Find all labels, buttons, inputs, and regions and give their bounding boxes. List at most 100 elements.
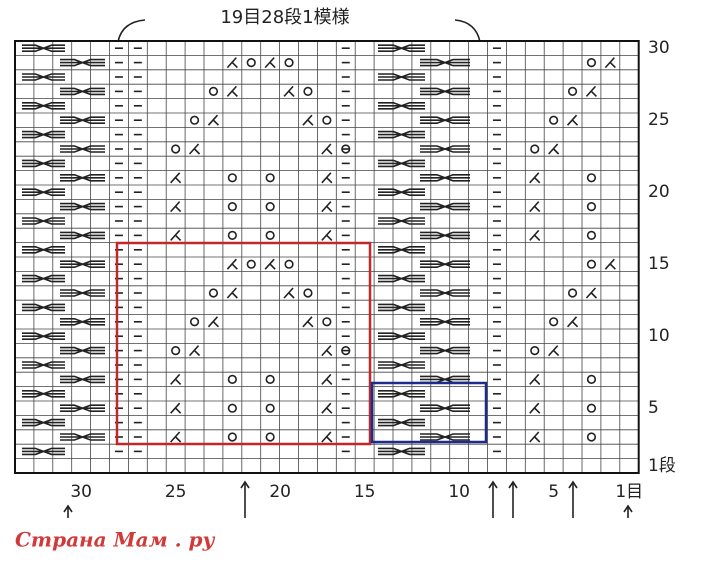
brace bbox=[454, 19, 481, 43]
cable bbox=[22, 44, 65, 52]
decrease bbox=[321, 229, 333, 241]
yarn-over bbox=[189, 115, 200, 125]
yarn-over bbox=[341, 346, 351, 356]
cable bbox=[378, 44, 425, 52]
cable bbox=[60, 346, 105, 355]
yarn-over bbox=[322, 115, 332, 125]
column-label: 15 bbox=[354, 482, 376, 502]
watermark: Страна Мам . ру bbox=[15, 528, 216, 552]
decrease bbox=[207, 316, 220, 328]
cable bbox=[60, 87, 105, 96]
yarn-over bbox=[341, 144, 351, 154]
cable bbox=[420, 174, 470, 182]
decrease bbox=[170, 201, 182, 213]
cable bbox=[378, 102, 425, 110]
row-label: 5 bbox=[648, 398, 659, 418]
yarn-over bbox=[530, 144, 540, 154]
decrease bbox=[170, 229, 182, 241]
cable bbox=[60, 231, 105, 240]
cable bbox=[22, 332, 65, 340]
row-label: 1段 bbox=[648, 456, 676, 476]
cable bbox=[420, 375, 470, 384]
arrow-head bbox=[568, 480, 578, 489]
yarn-over bbox=[530, 346, 540, 356]
decrease bbox=[321, 431, 333, 443]
decrease bbox=[226, 258, 238, 270]
decrease bbox=[548, 143, 560, 155]
yarn-over bbox=[586, 230, 597, 240]
row-label: 30 bbox=[648, 38, 670, 58]
decrease bbox=[283, 287, 295, 299]
yarn-over bbox=[246, 57, 256, 68]
cable bbox=[22, 188, 65, 196]
decrease bbox=[170, 431, 182, 443]
cable bbox=[420, 346, 470, 355]
cable bbox=[420, 202, 470, 211]
yarn-over bbox=[227, 173, 237, 183]
yarn-over bbox=[171, 346, 181, 356]
cable bbox=[22, 73, 65, 81]
cable bbox=[22, 159, 65, 168]
decrease bbox=[566, 316, 579, 328]
yarn-over bbox=[227, 432, 237, 442]
yarn-over bbox=[227, 202, 237, 212]
decrease bbox=[321, 172, 333, 184]
cable bbox=[22, 418, 65, 427]
cable bbox=[420, 404, 470, 412]
symbols bbox=[22, 44, 616, 456]
decrease bbox=[321, 402, 333, 414]
row-label: 10 bbox=[648, 326, 670, 346]
decrease bbox=[529, 229, 541, 241]
decrease bbox=[321, 143, 333, 155]
cable bbox=[60, 260, 105, 268]
yarn-over bbox=[171, 144, 181, 154]
cable bbox=[420, 231, 470, 240]
cable bbox=[420, 318, 470, 326]
arrow-head bbox=[240, 480, 250, 489]
column-label: 5 bbox=[548, 482, 559, 502]
yarn-over bbox=[586, 202, 597, 212]
cable bbox=[420, 116, 470, 124]
cable bbox=[378, 447, 425, 456]
arrow-head bbox=[623, 504, 633, 513]
yarn-over bbox=[586, 432, 597, 442]
cable bbox=[60, 433, 105, 441]
yarn-over bbox=[265, 374, 275, 385]
yarn-over bbox=[208, 86, 219, 96]
red-frame bbox=[115, 241, 372, 446]
cable bbox=[378, 246, 425, 254]
decrease bbox=[188, 345, 201, 357]
yarn-over bbox=[227, 374, 237, 385]
yarn-over bbox=[265, 173, 275, 183]
cable bbox=[60, 289, 105, 297]
yarn-over bbox=[227, 403, 237, 413]
cable bbox=[420, 289, 470, 297]
decrease bbox=[226, 57, 238, 69]
decrease bbox=[529, 431, 541, 443]
decrease bbox=[302, 316, 314, 328]
decrease bbox=[604, 258, 616, 270]
decrease bbox=[170, 373, 182, 385]
yarn-over bbox=[284, 57, 294, 68]
cable bbox=[378, 418, 425, 427]
row-label: 20 bbox=[648, 182, 670, 202]
grid bbox=[14, 40, 640, 474]
decrease bbox=[264, 57, 276, 69]
cable bbox=[420, 87, 470, 96]
cable bbox=[22, 447, 65, 456]
yarn-over bbox=[549, 317, 559, 327]
cable bbox=[378, 332, 425, 340]
decrease bbox=[529, 201, 541, 213]
cable bbox=[22, 274, 65, 283]
decrease bbox=[321, 345, 333, 357]
column-label: 25 bbox=[165, 482, 187, 502]
cable bbox=[22, 390, 65, 398]
cable bbox=[60, 202, 105, 211]
decrease bbox=[321, 373, 333, 385]
decrease bbox=[302, 114, 314, 126]
decrease bbox=[226, 85, 238, 97]
decrease bbox=[321, 201, 333, 213]
row-label: 25 bbox=[648, 110, 670, 130]
yarn-over bbox=[227, 230, 237, 240]
cable bbox=[420, 433, 470, 441]
